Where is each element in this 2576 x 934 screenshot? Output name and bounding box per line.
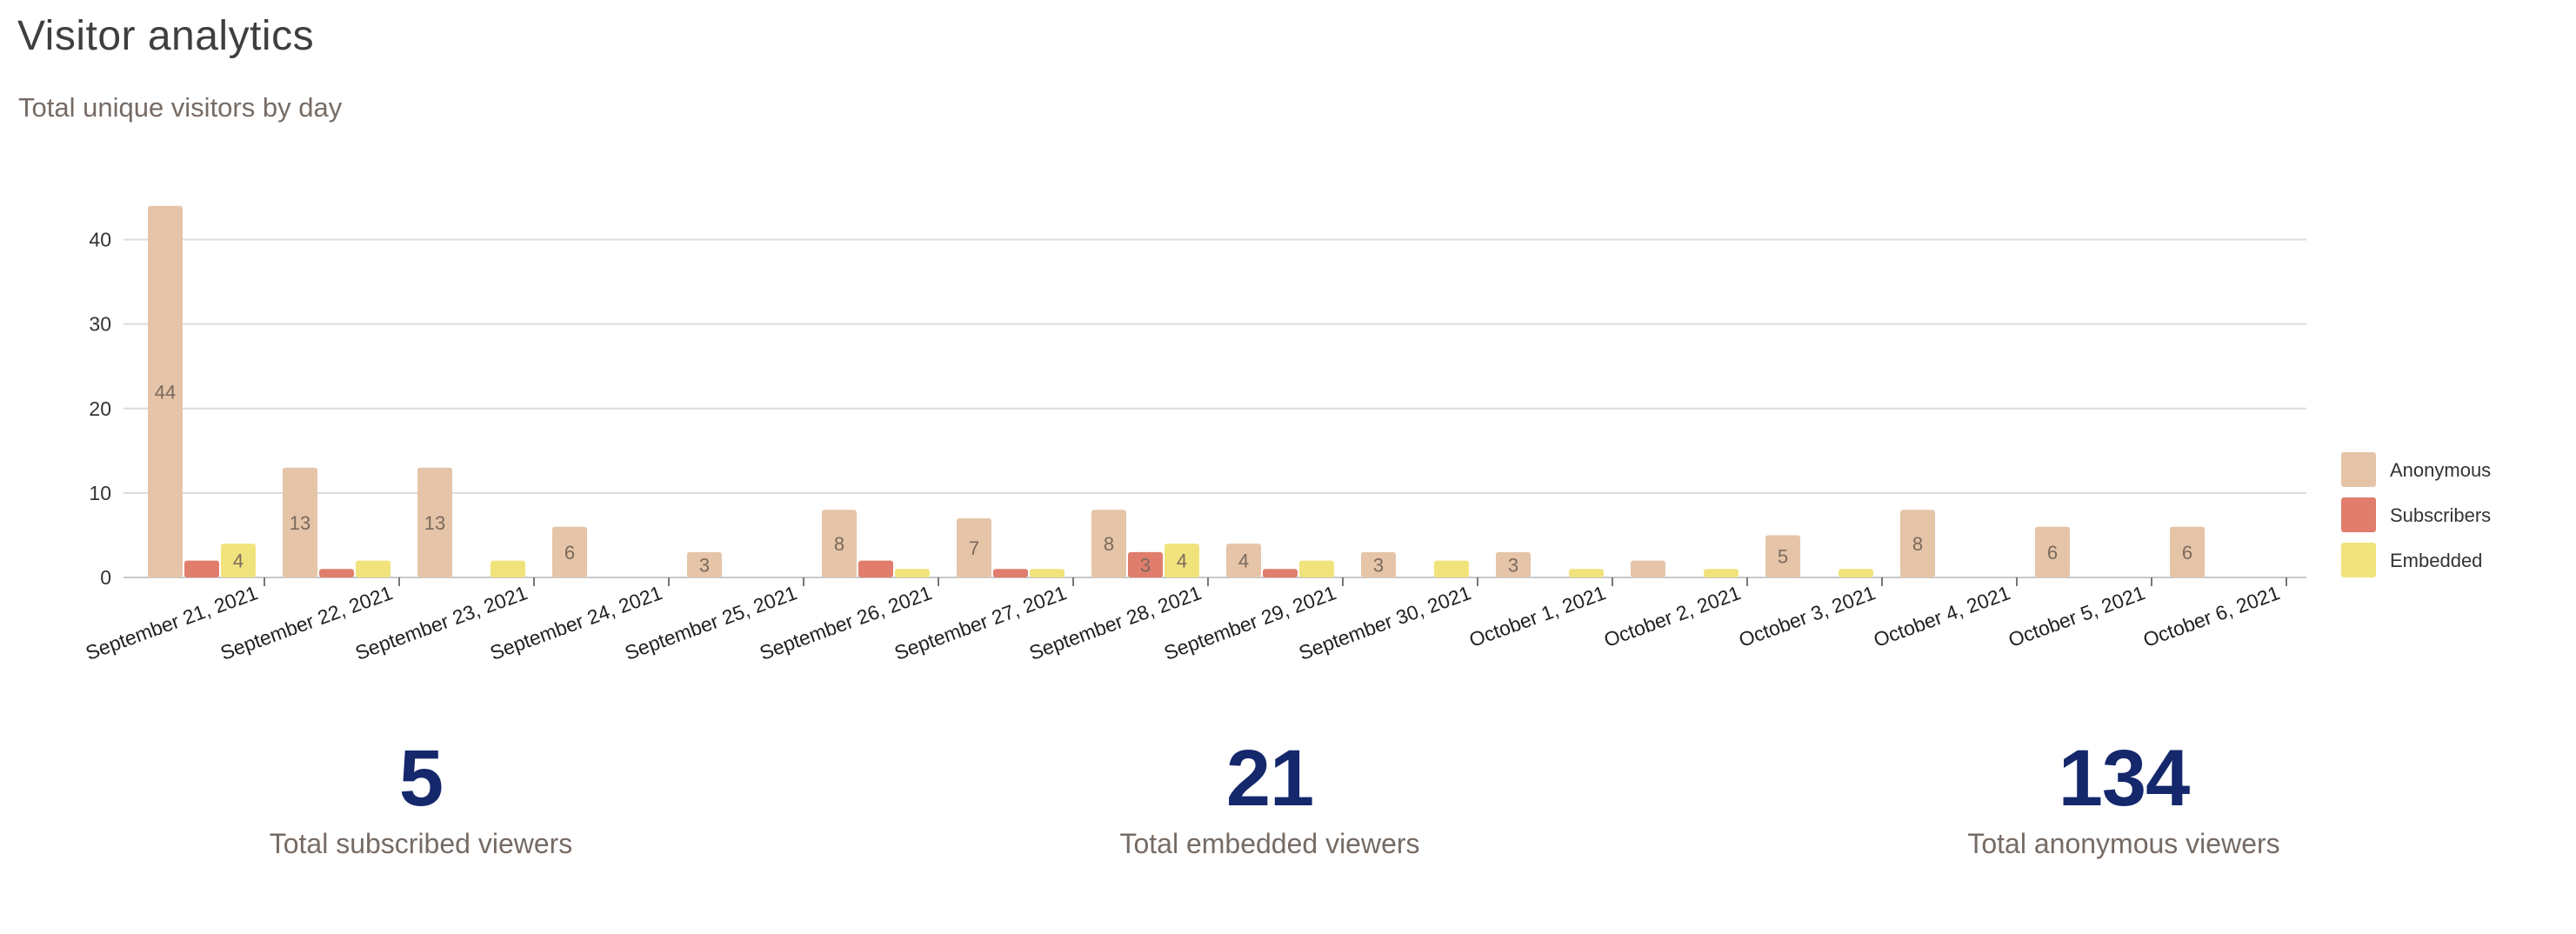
bar-embedded xyxy=(1839,569,1873,577)
x-tick-label: October 5, 2021 xyxy=(2005,581,2148,651)
bar-anonymous xyxy=(687,551,722,577)
data-label: 3 xyxy=(1508,554,1518,576)
data-label: 13 xyxy=(424,512,445,534)
y-tick-label: 30 xyxy=(89,313,111,336)
legend-label-subscribers: Subscribers xyxy=(2390,504,2491,526)
data-label: 7 xyxy=(969,537,979,559)
x-tick-label: October 3, 2021 xyxy=(1736,581,1879,651)
data-label: 3 xyxy=(699,554,710,576)
bar-anonymous xyxy=(283,467,317,577)
legend-label-anonymous: Anonymous xyxy=(2390,459,2491,481)
data-label: 3 xyxy=(1140,554,1151,576)
data-label: 6 xyxy=(564,542,575,564)
x-tick-label: October 6, 2021 xyxy=(2140,581,2283,651)
bar-embedded xyxy=(895,569,930,577)
bar-anonymous xyxy=(1361,551,1396,577)
y-tick-label: 10 xyxy=(89,482,111,504)
bar-anonymous xyxy=(1900,510,1935,577)
legend-swatch-subscribers xyxy=(2341,497,2376,532)
data-label: 8 xyxy=(1104,533,1114,555)
bar-anonymous xyxy=(957,518,991,577)
y-tick-label: 0 xyxy=(100,566,111,589)
bar-anonymous xyxy=(2170,526,2205,577)
bar-embedded xyxy=(491,560,525,577)
data-label: 44 xyxy=(155,381,176,403)
stat-subscribed-label: Total subscribed viewers xyxy=(269,828,573,859)
legend-swatch-anonymous xyxy=(2341,452,2376,487)
stat-anonymous-value: 134 xyxy=(2058,734,2191,823)
legend-label-embedded: Embedded xyxy=(2390,550,2482,571)
data-label: 8 xyxy=(1912,533,1923,555)
x-tick-label: October 4, 2021 xyxy=(1871,581,2013,651)
bar-subscribers xyxy=(1263,569,1298,577)
data-label: 4 xyxy=(1238,550,1249,572)
bar-embedded xyxy=(1165,544,1199,577)
bar-anonymous xyxy=(1631,560,1665,577)
legend-swatch-embedded xyxy=(2341,543,2376,577)
stat-anonymous-label: Total anonymous viewers xyxy=(1967,828,2280,859)
stat-embedded-value: 21 xyxy=(1225,734,1314,823)
bar-embedded xyxy=(1569,569,1604,577)
y-tick-label: 20 xyxy=(89,397,111,420)
bar-embedded xyxy=(1434,560,1469,577)
bar-embedded xyxy=(1030,569,1064,577)
bar-anonymous xyxy=(417,467,452,577)
data-label: 4 xyxy=(233,550,244,572)
bar-anonymous xyxy=(2035,526,2070,577)
data-label: 6 xyxy=(2182,542,2192,564)
bar-anonymous xyxy=(1765,535,1800,577)
stat-embedded-label: Total embedded viewers xyxy=(1119,828,1420,859)
page-title: Visitor analytics xyxy=(17,13,315,59)
stat-subscribed-value: 5 xyxy=(398,734,444,823)
page-subtitle: Total unique visitors by day xyxy=(18,92,343,123)
bar-embedded xyxy=(1299,560,1334,577)
bar-subscribers xyxy=(319,569,354,577)
bar-embedded xyxy=(1704,569,1738,577)
bar-embedded xyxy=(221,544,256,577)
x-tick-label: October 2, 2021 xyxy=(1601,581,1744,651)
data-label: 5 xyxy=(1778,546,1788,568)
bar-subscribers xyxy=(184,560,219,577)
data-label: 3 xyxy=(1373,554,1384,576)
bar-anonymous xyxy=(1226,544,1261,577)
bar-subscribers xyxy=(858,560,893,577)
stat-embedded: 21 Total embedded viewers xyxy=(1009,731,1531,860)
x-tick-label: October 1, 2021 xyxy=(1466,581,1609,651)
bar-anonymous xyxy=(148,205,183,577)
bar-anonymous xyxy=(822,510,857,577)
bar-subscribers xyxy=(1128,551,1163,577)
bar-anonymous xyxy=(1496,551,1531,577)
data-label: 13 xyxy=(290,512,310,534)
data-label: 4 xyxy=(1177,550,1187,572)
stat-subscribed: 5 Total subscribed viewers xyxy=(160,731,682,860)
bar-subscribers xyxy=(993,569,1028,577)
y-tick-label: 40 xyxy=(89,229,111,251)
bar-embedded xyxy=(356,560,390,577)
stat-anonymous: 134 Total anonymous viewers xyxy=(1863,731,2385,860)
bar-anonymous xyxy=(552,526,587,577)
bar-anonymous xyxy=(1091,510,1126,577)
data-label: 8 xyxy=(834,533,844,555)
data-label: 6 xyxy=(2047,542,2058,564)
